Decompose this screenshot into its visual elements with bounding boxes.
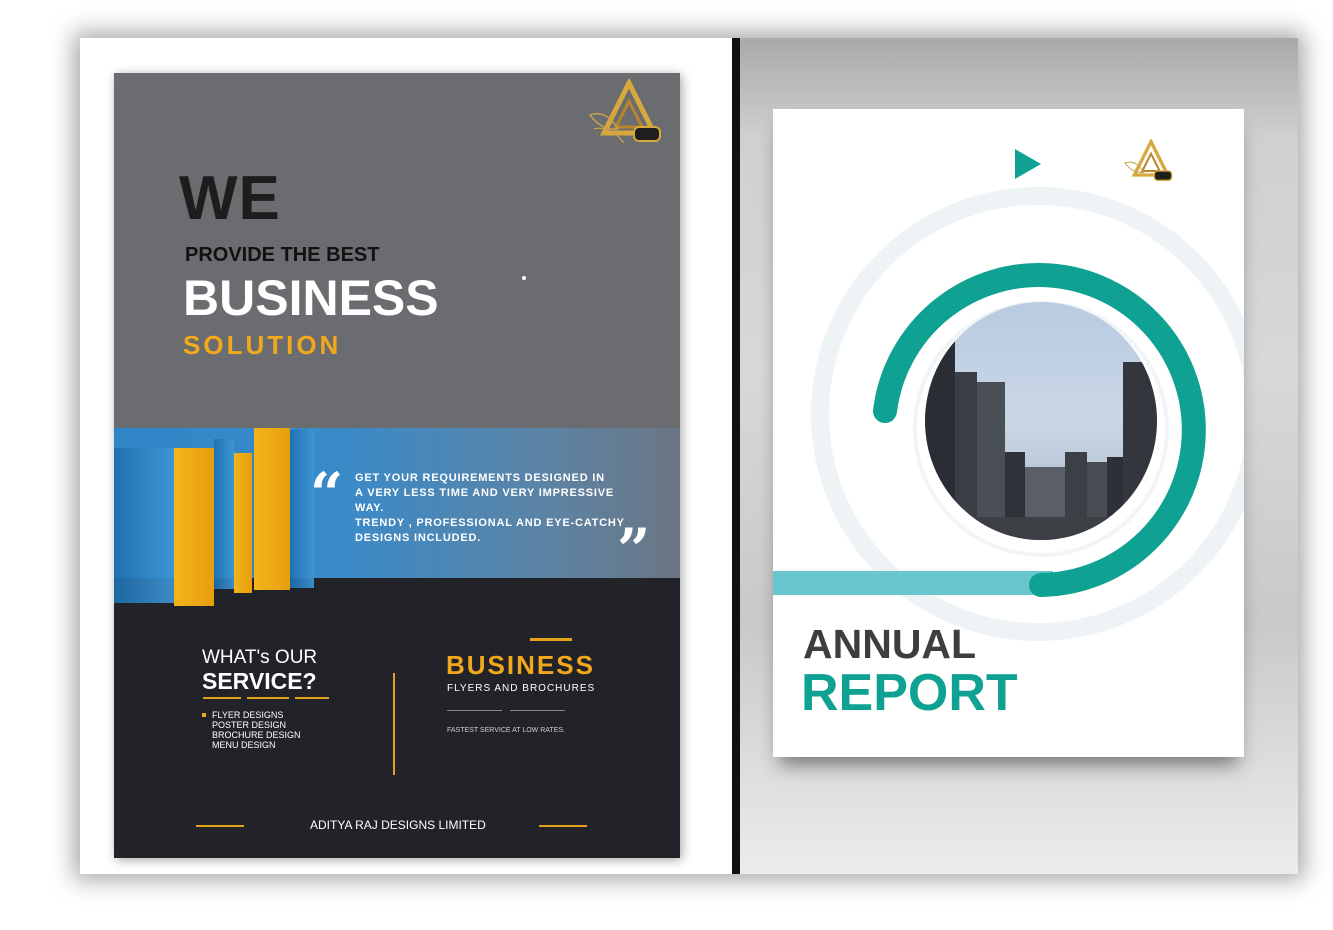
quote-line: A VERY LESS TIME AND VERY IMPRESSIVE bbox=[355, 487, 615, 499]
center-divider bbox=[732, 38, 740, 874]
service-heading: SERVICE? bbox=[202, 668, 317, 694]
building bbox=[1123, 362, 1157, 540]
service-list: FLYER DESIGNS POSTER DESIGN BROCHURE DES… bbox=[212, 710, 301, 750]
headline-provide: PROVIDE THE BEST bbox=[185, 244, 380, 266]
gold-triangle-logo-icon bbox=[1124, 139, 1173, 181]
service-item: MENU DESIGN bbox=[212, 740, 276, 750]
dash-line-1 bbox=[447, 710, 502, 711]
bullet-icon bbox=[202, 713, 206, 717]
teal-triangle-icon bbox=[1015, 149, 1041, 179]
company-name: ADITYA RAJ DESIGNS LIMITED bbox=[310, 818, 486, 832]
report-title-report: REPORT bbox=[801, 664, 1018, 722]
teal-bar bbox=[773, 571, 1053, 595]
ribbon-blue-1 bbox=[114, 448, 174, 603]
business-tagline: FASTEST SERVICE AT LOW RATES. bbox=[447, 727, 565, 734]
ribbon-yellow-3 bbox=[254, 428, 290, 590]
quote-line: TRENDY , PROFESSIONAL AND EYE-CATCHY bbox=[355, 517, 625, 529]
service-underline-2 bbox=[247, 697, 289, 699]
ribbon-yellow-1 bbox=[174, 448, 214, 606]
gold-triangle-logo-icon bbox=[588, 79, 661, 144]
service-underline-3 bbox=[295, 697, 329, 699]
decorative-dot bbox=[522, 276, 526, 280]
quote-line: GET YOUR REQUIREMENTS DESIGNED IN bbox=[355, 472, 605, 484]
footer-line-left bbox=[196, 825, 244, 827]
footer-line-right bbox=[539, 825, 587, 827]
service-item: POSTER DESIGN bbox=[212, 720, 287, 730]
headline-we: WE bbox=[179, 164, 281, 233]
city-skyline-photo bbox=[925, 302, 1157, 540]
business-topline bbox=[530, 638, 572, 641]
quote-line: DESIGNS INCLUDED. bbox=[355, 532, 482, 544]
building bbox=[925, 332, 955, 540]
business-flyer: WE PROVIDE THE BEST BUSINESS SOLUTION “ … bbox=[114, 73, 680, 858]
close-quote-icon: ” bbox=[617, 516, 651, 584]
quote-line: WAY. bbox=[355, 502, 385, 514]
street bbox=[925, 517, 1157, 540]
service-item: BROCHURE DESIGN bbox=[212, 730, 301, 740]
flyer-dark-section bbox=[114, 578, 680, 858]
open-quote-icon: “ bbox=[310, 460, 344, 528]
business-label: BUSINESS bbox=[446, 650, 595, 680]
dash-line-2 bbox=[510, 710, 565, 711]
building bbox=[955, 372, 977, 540]
vertical-divider bbox=[393, 673, 395, 775]
teal-arc bbox=[873, 263, 1206, 597]
ribbon-yellow-2 bbox=[234, 453, 252, 593]
headline-business: BUSINESS bbox=[183, 270, 439, 326]
service-item: FLYER DESIGNS bbox=[212, 710, 284, 720]
service-underline-1 bbox=[203, 697, 241, 699]
quote-text: GET YOUR REQUIREMENTS DESIGNED IN A VERY… bbox=[355, 471, 625, 546]
report-title-annual: ANNUAL bbox=[803, 621, 977, 667]
service-heading-top: WHAT's OUR bbox=[202, 647, 318, 668]
headline-solution: SOLUTION bbox=[183, 330, 342, 360]
business-subtitle: FLYERS AND BROCHURES bbox=[447, 683, 596, 694]
ribbon-blue-3 bbox=[290, 430, 314, 588]
building bbox=[977, 382, 1005, 540]
ribbon-blue-2 bbox=[214, 439, 234, 589]
annual-report-cover: ANNUAL REPORT bbox=[773, 109, 1244, 757]
